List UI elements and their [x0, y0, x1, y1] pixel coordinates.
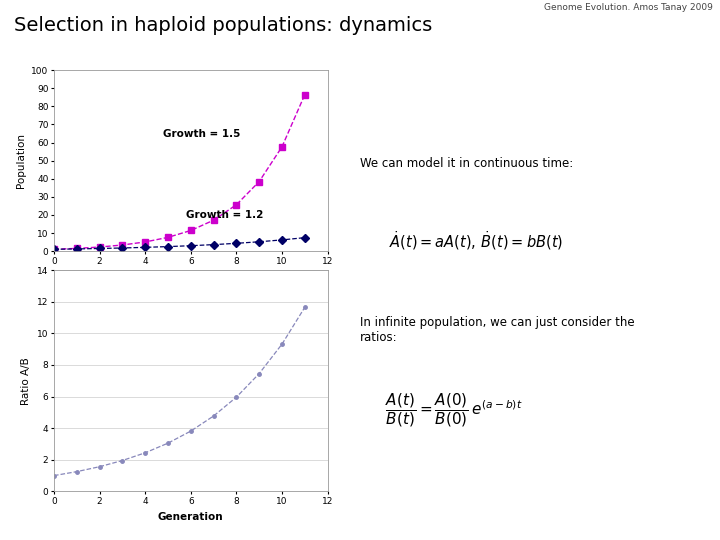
Text: Growth = 1.5: Growth = 1.5: [163, 129, 240, 139]
Text: Genome Evolution. Amos Tanay 2009: Genome Evolution. Amos Tanay 2009: [544, 3, 713, 12]
Y-axis label: Population: Population: [16, 133, 26, 188]
X-axis label: Generation: Generation: [158, 511, 224, 522]
Text: $\mathit{\dot{A}}(t) = aA(t),\,\mathit{\dot{B}}(t) = bB(t)$: $\mathit{\dot{A}}(t) = aA(t),\,\mathit{\…: [389, 230, 563, 252]
Text: We can model it in continuous time:: We can model it in continuous time:: [360, 157, 573, 170]
Text: Growth = 1.2: Growth = 1.2: [186, 211, 264, 220]
X-axis label: Generation: Generation: [158, 271, 224, 281]
Text: In infinite population, we can just consider the
ratios:: In infinite population, we can just cons…: [360, 316, 634, 344]
Text: Selection in haploid populations: dynamics: Selection in haploid populations: dynami…: [14, 16, 433, 35]
Y-axis label: Ratio A/B: Ratio A/B: [22, 357, 32, 404]
Text: $\dfrac{A(t)}{B(t)} = \dfrac{A(0)}{B(0)}\,e^{(a-b)t}$: $\dfrac{A(t)}{B(t)} = \dfrac{A(0)}{B(0)}…: [385, 392, 523, 429]
